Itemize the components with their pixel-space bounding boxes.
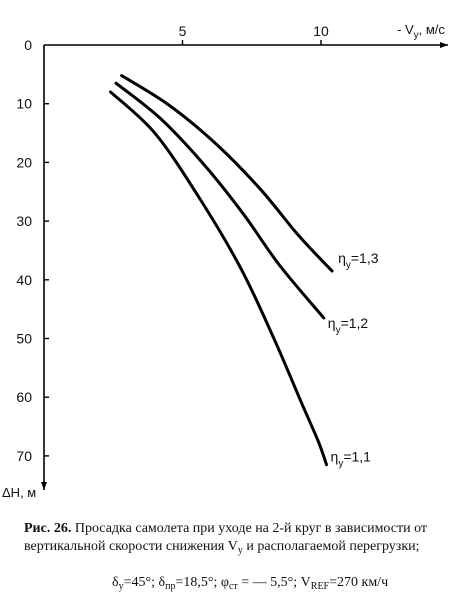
param-delta-pr: δ <box>158 575 166 590</box>
x-tick-label: 5 <box>179 23 187 39</box>
series-layer: ηy=1,3 ηy=1,2 ηy=1,1 <box>108 74 379 470</box>
axes: 5 10 0 10 20 30 40 50 60 70 <box>16 23 448 490</box>
x-tick-label: 10 <box>313 23 329 39</box>
y-tick-label: 0 <box>24 37 32 53</box>
series-label-3: ηy=1,1 <box>331 449 372 470</box>
param-vref-value: =270 км/ч <box>329 575 389 590</box>
figure-label: Рис. 26. <box>24 521 72 536</box>
param-vref: V <box>300 575 311 590</box>
y-tick-label: 40 <box>16 272 32 288</box>
y-tick-label: 30 <box>16 213 32 229</box>
series-line-1 <box>120 74 334 273</box>
param-delta-pr-sub: пр <box>165 581 176 592</box>
y-axis-title: ΔH, м <box>2 485 36 500</box>
caption-text: Просадка самолета при уходе на 2-й круг … <box>24 521 428 554</box>
series-label-1: ηy=1,3 <box>338 250 379 271</box>
figure-parameters: δу=45°; δпр=18,5°; φст = — 5,5°; VREF=27… <box>112 574 462 596</box>
param-phi-st-sub: ст <box>228 581 238 592</box>
param-phi-st-value: = — 5,5°; <box>237 575 301 590</box>
y-tick-label: 70 <box>16 448 32 464</box>
series-line-3 <box>108 90 329 467</box>
chart: 5 10 0 10 20 30 40 50 60 70 ηy=1,3 ηy=1,2 ηy=1,1 - … <box>2 22 448 500</box>
y-tick-label: 20 <box>16 154 32 170</box>
y-tick-label: 60 <box>16 389 32 405</box>
param-phi-st: φ <box>220 575 229 590</box>
param-delta-y: δ <box>112 575 119 590</box>
x-axis-title: - Vy, м/с <box>397 22 445 41</box>
y-tick-label: 50 <box>16 331 32 347</box>
x-axis-arrow <box>440 42 448 48</box>
y-tick-label: 10 <box>16 96 32 112</box>
param-delta-y-sub: у <box>118 581 124 592</box>
param-delta-y-value: =45°; <box>123 575 159 590</box>
caption-text-end: и располагаемой перегрузки; <box>242 539 420 554</box>
y-axis-arrow <box>41 482 47 490</box>
series-label-2: ηy=1,2 <box>328 315 369 336</box>
figure-caption: Рис. 26. Просадка самолета при уходе на … <box>24 520 454 560</box>
param-delta-pr-value: =18,5°; <box>175 575 221 590</box>
caption-text-sub: y <box>237 545 243 556</box>
series-line-2 <box>114 81 326 320</box>
param-vref-sub: REF <box>310 581 330 592</box>
